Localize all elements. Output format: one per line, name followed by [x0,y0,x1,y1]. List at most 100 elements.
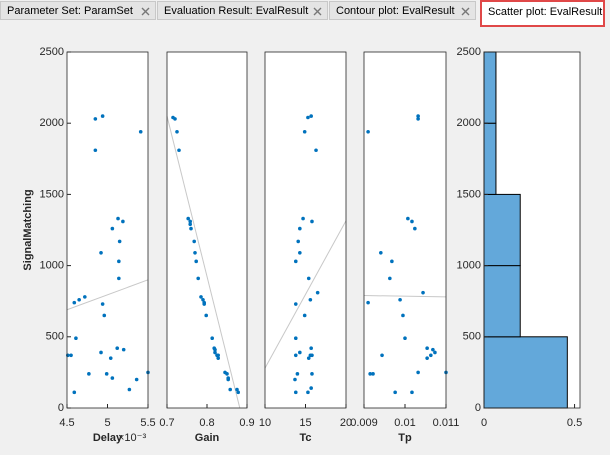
point [296,239,301,244]
point [371,372,375,376]
point [314,148,318,153]
point [401,313,405,318]
point [298,350,302,355]
point [193,250,197,255]
y-axis-label: SignalMatching [22,189,34,270]
x-tick-label: 10 [259,417,271,429]
axes-frame [363,51,447,409]
point [295,372,300,376]
point [302,129,307,134]
histogram-bar [483,336,568,409]
point [223,370,227,375]
point [226,376,230,380]
histogram-bar [483,265,521,338]
point [117,239,122,244]
y-tick-label: 1000 [40,260,64,272]
x-tick-label: 15 [299,417,311,429]
tab-active[interactable]: Scatter plot: EvalResult [480,0,605,27]
point [175,129,179,134]
x-tick-label: 0.8 [199,417,214,429]
point [310,219,314,224]
point [186,216,190,221]
point [309,386,313,390]
x-tick-label: 0.01 [394,417,415,429]
close-icon[interactable] [141,7,150,16]
point [406,216,410,221]
x-axis-label: Delay [93,432,123,444]
point [393,390,397,395]
point [310,372,314,376]
point [425,356,429,360]
tab[interactable]: Contour plot: EvalResult [329,1,476,20]
y-tick-label: 500 [463,331,481,343]
point [413,226,417,231]
point [102,313,107,318]
point [110,226,115,231]
point [188,222,192,227]
point [388,276,392,281]
axes-frame [166,51,248,409]
point [366,129,370,134]
point [310,353,314,358]
axes-background [167,52,247,408]
close-icon[interactable] [461,7,470,16]
axes-background [265,52,346,408]
histogram-bar [483,51,497,124]
point [306,115,310,120]
close-icon[interactable] [313,7,322,16]
y-tick-label: 0 [475,402,481,414]
point [104,372,109,376]
tab-bar: Parameter Set: ParamSet Evaluation Resul… [0,0,610,27]
x-axis-label: Tc [299,432,311,444]
point [308,353,313,358]
point [121,347,126,352]
point [196,276,200,281]
point [226,377,230,382]
x-tick-label: 0.7 [159,417,174,429]
y-tick-label: 0 [58,402,64,414]
point [110,376,115,380]
point [127,387,132,392]
point [368,372,372,376]
point [213,347,217,352]
y-tick-label: 2500 [457,46,481,58]
point [444,370,448,375]
point [309,114,313,118]
x-tick-label: 4.5 [59,417,74,429]
point [99,250,103,255]
point [87,372,91,376]
point [99,350,103,355]
point [66,353,70,358]
point [306,390,310,395]
point [293,353,298,358]
point [416,114,420,118]
point [398,297,402,302]
point [201,297,205,302]
point [379,250,383,255]
axes-background [67,52,148,408]
x-tick-label: 0.9 [239,417,254,429]
tab[interactable]: Parameter Set: ParamSet [0,1,156,20]
tab[interactable]: Evaluation Result: EvalResult [157,1,328,20]
point [210,336,214,341]
point [293,377,297,382]
point [204,313,208,318]
point [83,295,87,299]
point [72,300,77,305]
point [74,336,78,341]
axes-frame [483,51,581,409]
point [416,117,420,121]
point [306,356,311,360]
point [69,353,73,358]
point [116,216,120,221]
axes-background [364,52,446,408]
point [228,387,232,392]
point [306,276,311,281]
point [308,297,313,302]
point [309,346,313,350]
axes-frame [264,51,347,409]
point [173,117,177,121]
point [115,346,120,350]
point [199,295,203,299]
point [117,259,121,264]
